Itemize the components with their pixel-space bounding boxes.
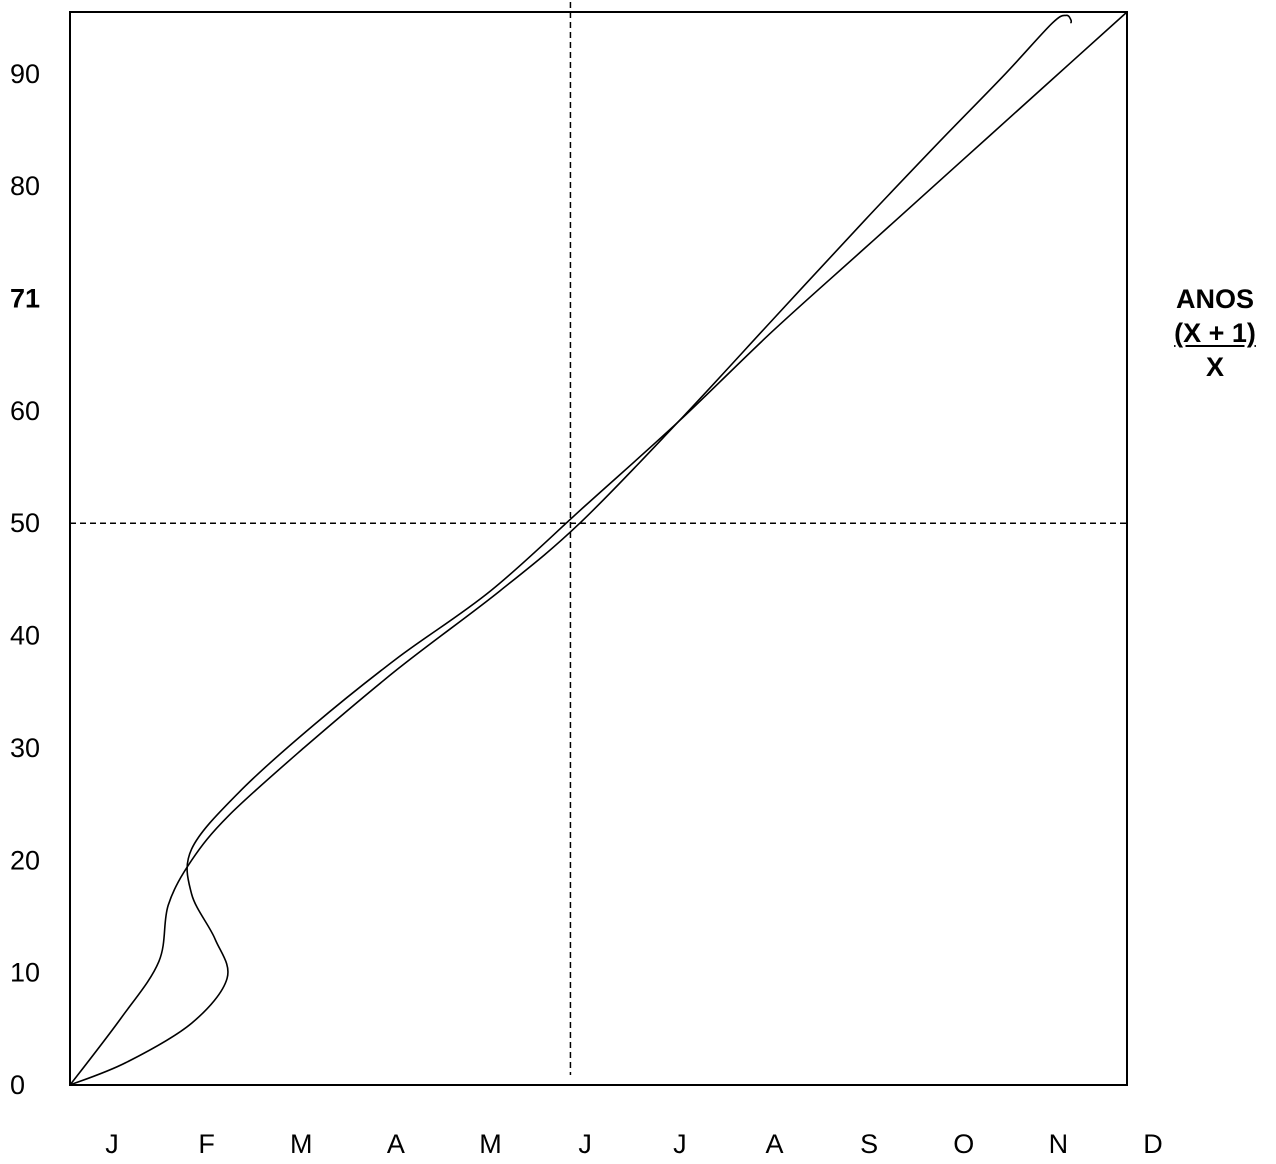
x-tick-label: S	[860, 1129, 878, 1159]
y-tick-label: 20	[10, 845, 40, 875]
plot-frame	[69, 11, 1128, 1086]
x-tick-label: J	[105, 1129, 119, 1159]
y-tick-label: 40	[10, 621, 40, 651]
y-tick-label: 30	[10, 733, 40, 763]
side-label-line1: ANOS	[1175, 284, 1254, 314]
x-tick-label: M	[290, 1129, 313, 1159]
x-tick-label: A	[765, 1129, 783, 1159]
series-line-2	[69, 11, 1128, 1086]
x-tick-label: D	[1143, 1129, 1163, 1159]
x-tick-label: N	[1049, 1129, 1069, 1159]
y-tick-label: 60	[10, 396, 40, 426]
y-tick-label: 80	[10, 171, 40, 201]
side-label-line3: X	[1205, 352, 1224, 382]
x-tick-label: J	[578, 1129, 592, 1159]
y-tick-label: 50	[10, 508, 40, 538]
side-axis-label: ANOS (X + 1) X	[1150, 282, 1276, 384]
side-label-line2: (X + 1)	[1174, 318, 1256, 348]
y-tick-label: 10	[10, 958, 40, 988]
y-tick-label: 71	[10, 284, 40, 314]
y-tick-label: 0	[10, 1070, 25, 1100]
x-tick-label: J	[673, 1129, 687, 1159]
x-tick-label: F	[198, 1129, 215, 1159]
x-tick-label: O	[953, 1129, 974, 1159]
x-tick-label: M	[479, 1129, 502, 1159]
x-tick-label: A	[387, 1129, 405, 1159]
series-line-1	[69, 14, 1073, 1086]
y-tick-label: 90	[10, 59, 40, 89]
